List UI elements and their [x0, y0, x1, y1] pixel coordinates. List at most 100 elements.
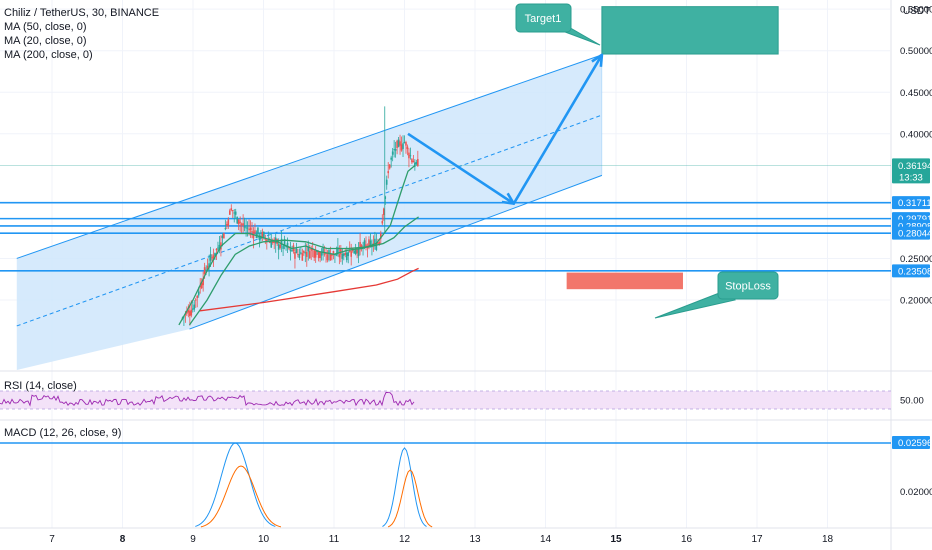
candle-body [229, 210, 231, 215]
channel-median-line [16, 114, 603, 327]
candle-body [193, 304, 196, 310]
candle-body [377, 242, 379, 244]
time-tick-label: 15 [610, 534, 622, 545]
candle-body [354, 249, 357, 255]
time-tick-label: 9 [190, 534, 196, 545]
candle-body [329, 254, 332, 261]
price-tick-label: 0.50000 [900, 46, 932, 57]
candle-body [271, 241, 274, 243]
time-tick-label: 16 [681, 534, 693, 545]
candle-body [230, 208, 233, 211]
rsi-band [0, 391, 891, 409]
candle-body [396, 140, 398, 148]
candle-body [215, 248, 218, 251]
ma-50-legend: MA (50, close, 0) [4, 21, 87, 33]
projection-arrows [407, 53, 604, 205]
candle-body [359, 241, 361, 249]
candle-body [322, 247, 324, 254]
candle-body [393, 149, 395, 151]
target-callout-label: Target1 [525, 13, 562, 25]
candle-body [316, 250, 318, 252]
candle-body [227, 219, 230, 226]
candle-body [353, 250, 355, 254]
level-badge-label: 0.31711 [898, 198, 932, 209]
candle-body [298, 254, 301, 258]
candle-body [258, 235, 261, 240]
candle-body [360, 245, 363, 249]
candle-body [202, 278, 204, 286]
candle-body [301, 253, 304, 261]
candle-body [205, 269, 207, 271]
candle-body [381, 221, 384, 224]
candle-body [385, 179, 388, 185]
candle-body [417, 159, 419, 167]
candle-body [237, 219, 240, 225]
moving-averages [178, 164, 419, 326]
candle-body [332, 250, 335, 255]
candle-body [319, 252, 321, 259]
candle-body [282, 245, 284, 249]
candle-body [248, 229, 250, 231]
candle-body [266, 239, 268, 243]
current-price-label: 0.36194 [898, 161, 932, 172]
candle-body [380, 233, 382, 239]
candle-body [314, 250, 317, 258]
candle-body [187, 309, 190, 313]
candle-body [217, 247, 219, 249]
candle-body [326, 254, 329, 261]
candle-body [363, 240, 366, 248]
time-tick-label: 14 [540, 534, 552, 545]
level-badge [892, 196, 930, 210]
candle-body [369, 240, 372, 246]
candle-body [208, 263, 210, 267]
candle-body [307, 246, 310, 252]
candle-body [412, 160, 415, 163]
price-tick-label: 0.25000 [900, 254, 932, 265]
candle-body [186, 311, 188, 314]
price-tick-label: 0.20000 [900, 296, 932, 307]
candle-body [280, 238, 283, 246]
candle-body [348, 249, 351, 252]
candle-body [214, 252, 216, 257]
candle-body [344, 253, 347, 255]
zones [566, 6, 779, 290]
level-badge [892, 264, 930, 278]
channel-fill [16, 54, 602, 371]
candle-body [337, 247, 339, 255]
rsi-pane [0, 390, 891, 410]
candle-body [387, 171, 390, 174]
candle-body [400, 144, 403, 151]
price-tick-label: 0.40000 [900, 129, 932, 140]
candle-body [341, 253, 344, 259]
candle-body [310, 248, 313, 251]
candle-body [231, 210, 234, 212]
time-tick-label: 10 [258, 534, 270, 545]
candle-body [297, 253, 299, 255]
candle-body [411, 159, 413, 163]
candle-body [234, 211, 237, 215]
price-tick-label: 0.45000 [900, 88, 932, 99]
candle-body [279, 244, 281, 249]
candle-body [294, 252, 296, 259]
callouts: Target1 StopLoss [515, 3, 779, 319]
time-tick-label: 18 [822, 534, 834, 545]
candle-body [233, 212, 236, 214]
currency-label: USDT [903, 6, 931, 17]
candle-body [340, 248, 342, 255]
time-axis: 7 8 9 10 11 12 13 14 15 16 17 18 [49, 534, 833, 545]
candle-body [365, 244, 367, 247]
candle-body [270, 242, 273, 248]
candle-body [263, 231, 265, 238]
rsi-legend: RSI (14, close) [4, 380, 77, 392]
candle-body [317, 251, 320, 259]
price-tick-label: 0.55000 [900, 5, 932, 16]
candle-body [378, 242, 381, 245]
candle-body [295, 248, 298, 253]
level-badge-label: 0.28044 [898, 229, 932, 240]
regression-channel [16, 54, 603, 371]
candle-body [391, 151, 394, 155]
candle-body [397, 139, 400, 147]
candle-body [300, 252, 302, 254]
stoploss-callout [717, 271, 779, 300]
